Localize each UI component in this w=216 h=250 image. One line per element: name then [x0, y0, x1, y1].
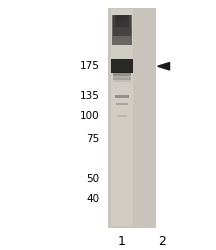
Text: 40: 40	[86, 194, 99, 204]
Bar	[117, 15, 127, 21]
Text: 100: 100	[80, 111, 99, 121]
Bar	[113, 78, 131, 82]
Bar	[113, 72, 131, 76]
Text: 50: 50	[86, 174, 99, 184]
Bar	[117, 115, 127, 117]
Bar	[111, 9, 133, 226]
Text: 1: 1	[118, 235, 126, 248]
Polygon shape	[158, 62, 170, 70]
Bar	[113, 76, 131, 80]
Bar	[111, 59, 133, 73]
Bar	[115, 95, 129, 98]
Bar	[115, 15, 129, 27]
Bar	[113, 15, 131, 36]
Bar	[112, 15, 132, 45]
Text: 75: 75	[86, 134, 99, 144]
Text: 2: 2	[158, 235, 166, 248]
Text: 175: 175	[79, 61, 99, 71]
Text: 135: 135	[79, 91, 99, 101]
Bar	[116, 102, 128, 105]
Bar	[108, 8, 156, 228]
